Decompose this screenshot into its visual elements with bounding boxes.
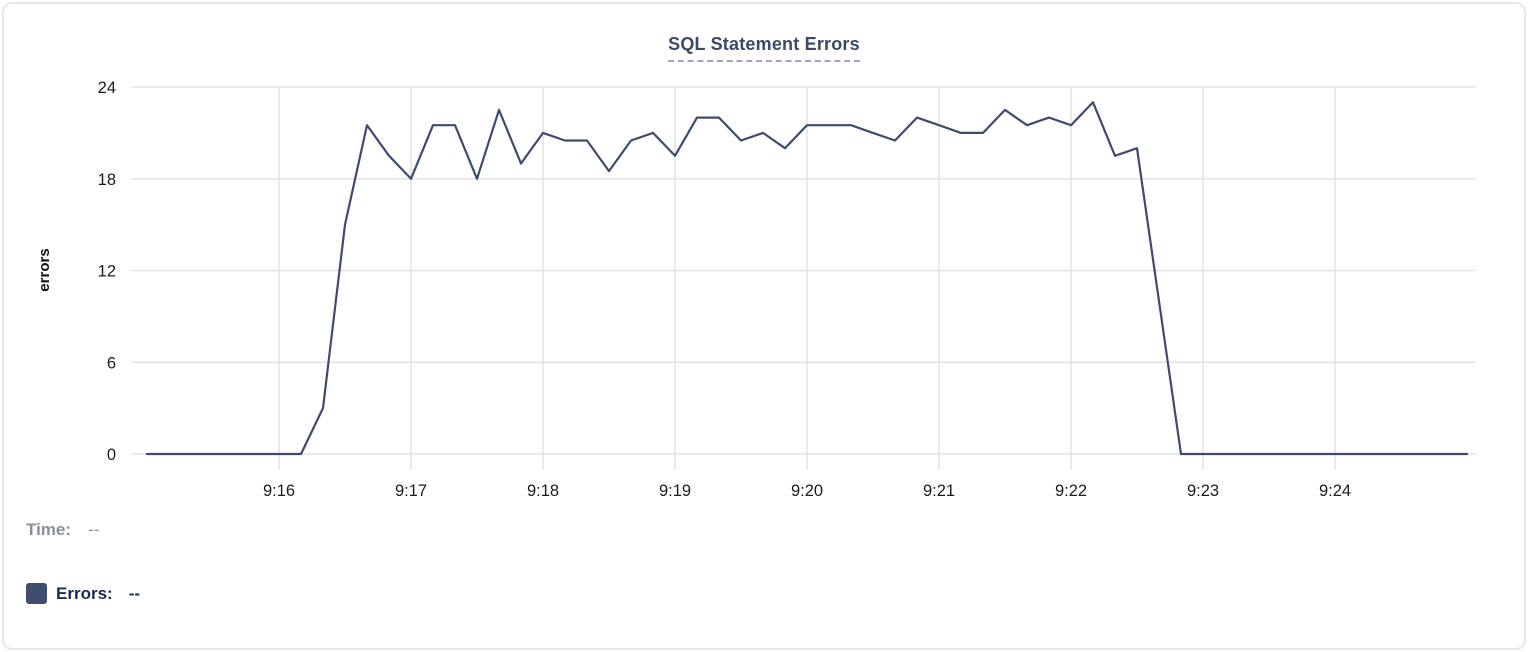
x-tick-label: 9:24: [1319, 482, 1351, 500]
x-tick-label: 9:20: [791, 482, 823, 500]
tooltip-time-row: Time: --: [26, 520, 99, 540]
tooltip-errors-value: --: [128, 583, 141, 603]
x-tick-label: 9:18: [527, 482, 559, 500]
line-chart[interactable]: 0 6 12 18 24 9:16 9:17 9:18 9:19 9:20 9:21 9:22 9:23…: [4, 4, 1528, 512]
x-tick-label: 9:21: [923, 482, 955, 500]
x-tick-label: 9:19: [659, 482, 691, 500]
x-tick-label: 9:23: [1187, 482, 1219, 500]
x-tick-label: 9:16: [263, 482, 295, 500]
errors-series-line: [145, 101, 1469, 456]
chart-title[interactable]: SQL Statement Errors: [668, 34, 860, 62]
x-tick-label: 9:17: [395, 482, 427, 500]
y-tick-label: 6: [107, 354, 116, 372]
tooltip-time-label: Time:: [26, 520, 72, 539]
tooltip-errors-label: Errors:: [56, 583, 113, 603]
tooltip-time-value: --: [88, 520, 100, 539]
y-tick-label: 18: [98, 171, 116, 189]
y-axis-label: errors: [36, 248, 53, 291]
y-tick-label: 12: [98, 263, 116, 281]
y-tick-label: 24: [98, 79, 116, 97]
y-tick-label: 0: [107, 446, 116, 464]
x-tick-label: 9:22: [1055, 482, 1087, 500]
tooltip-errors-row: Errors: --: [26, 583, 140, 604]
errors-series-swatch-icon: [26, 583, 47, 604]
chart-header: SQL Statement Errors: [4, 34, 1524, 62]
